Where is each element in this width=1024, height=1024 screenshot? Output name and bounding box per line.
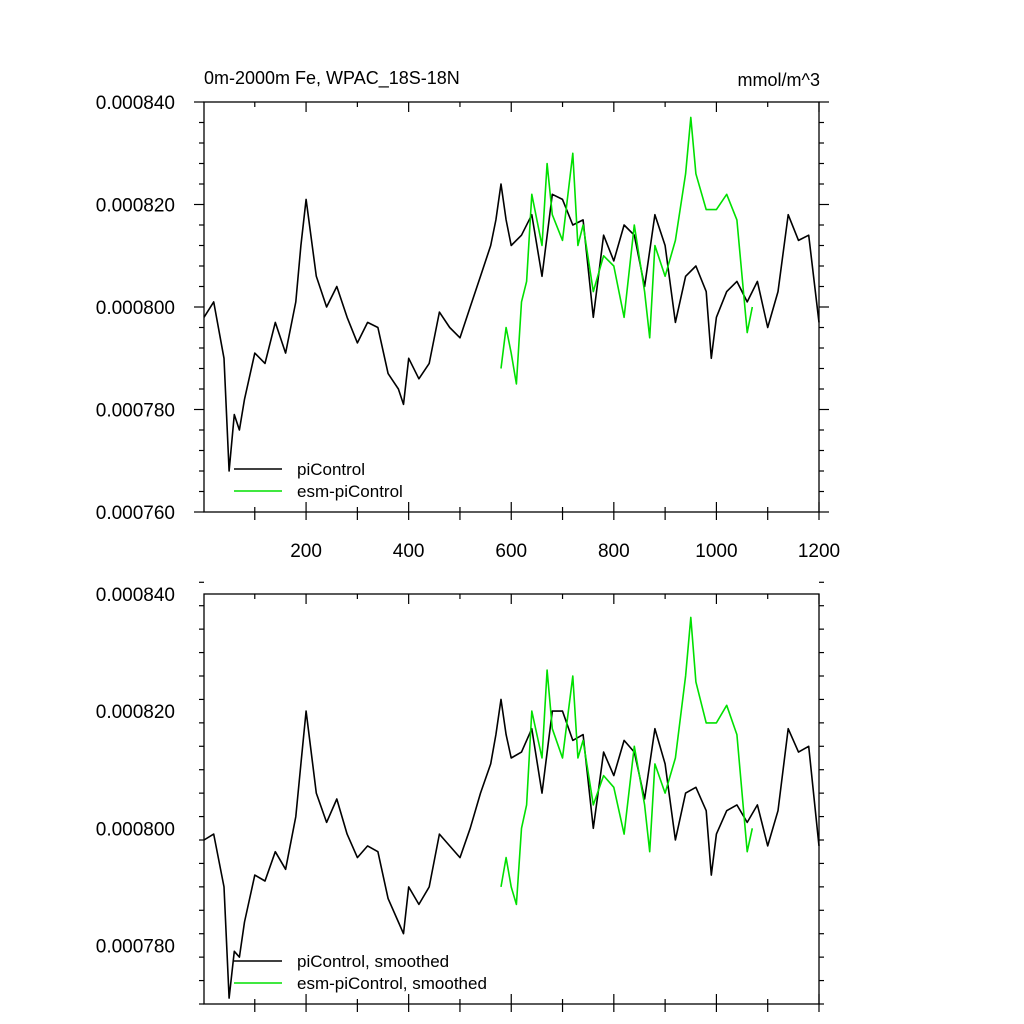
- bottom-plot-frame: [203, 593, 820, 1005]
- bottom-series-group: [203, 616, 820, 999]
- y-tick-label: 0.000760: [96, 503, 175, 524]
- legend-label-esm-picontrol: esm-piControl: [297, 482, 403, 501]
- top-panel: 0m-2000m Fe, WPAC_18S-18N mmol/m^3 200 40…: [96, 68, 840, 562]
- top-axis-ticks: [194, 101, 829, 520]
- legend-label-picontrol: piControl: [297, 460, 365, 479]
- top-plot-frame: [203, 101, 820, 513]
- y-tick-label: 0.000840: [96, 585, 175, 606]
- top-series-group: [203, 116, 820, 472]
- bottom-axis-ticks: [199, 581, 824, 1012]
- y-tick-label: 0.000840: [96, 93, 175, 114]
- series-line-picontrol: [203, 183, 820, 472]
- top-x-tick-labels: 200 400 600 800 1000 1200: [290, 541, 840, 562]
- y-tick-label: 0.000800: [96, 819, 175, 840]
- bottom-y-tick-labels: 0.000780 0.000800 0.000820 0.000840: [96, 585, 175, 957]
- y-tick-label: 0.000780: [96, 401, 175, 422]
- bottom-legend: piControl, smoothed esm-piControl, smoot…: [234, 952, 487, 993]
- series-line-esm-picontrol: [500, 116, 754, 385]
- units-label: mmol/m^3: [738, 70, 820, 90]
- series-line-esm-picontrol-smoothed: [500, 616, 754, 906]
- legend-label-picontrol-smoothed: piControl, smoothed: [297, 952, 449, 971]
- x-tick-label: 1200: [798, 541, 840, 562]
- chart-title: 0m-2000m Fe, WPAC_18S-18N: [204, 68, 460, 89]
- x-tick-label: 400: [393, 541, 425, 562]
- top-legend: piControl esm-piControl: [234, 460, 403, 501]
- x-tick-label: 800: [598, 541, 630, 562]
- bottom-panel: 0.000780 0.000800 0.000820 0.000840 piContr…: [96, 581, 824, 1012]
- x-tick-label: 200: [290, 541, 322, 562]
- y-tick-label: 0.000800: [96, 298, 175, 319]
- top-y-tick-labels: 0.000760 0.000780 0.000800 0.000820 0.000840: [96, 93, 175, 524]
- y-tick-label: 0.000820: [96, 196, 175, 217]
- x-tick-label: 600: [495, 541, 527, 562]
- y-tick-label: 0.000820: [96, 702, 175, 723]
- series-line-picontrol-smoothed: [203, 698, 820, 999]
- y-tick-label: 0.000780: [96, 936, 175, 957]
- x-tick-label: 1000: [695, 541, 737, 562]
- legend-label-esm-picontrol-smoothed: esm-piControl, smoothed: [297, 974, 487, 993]
